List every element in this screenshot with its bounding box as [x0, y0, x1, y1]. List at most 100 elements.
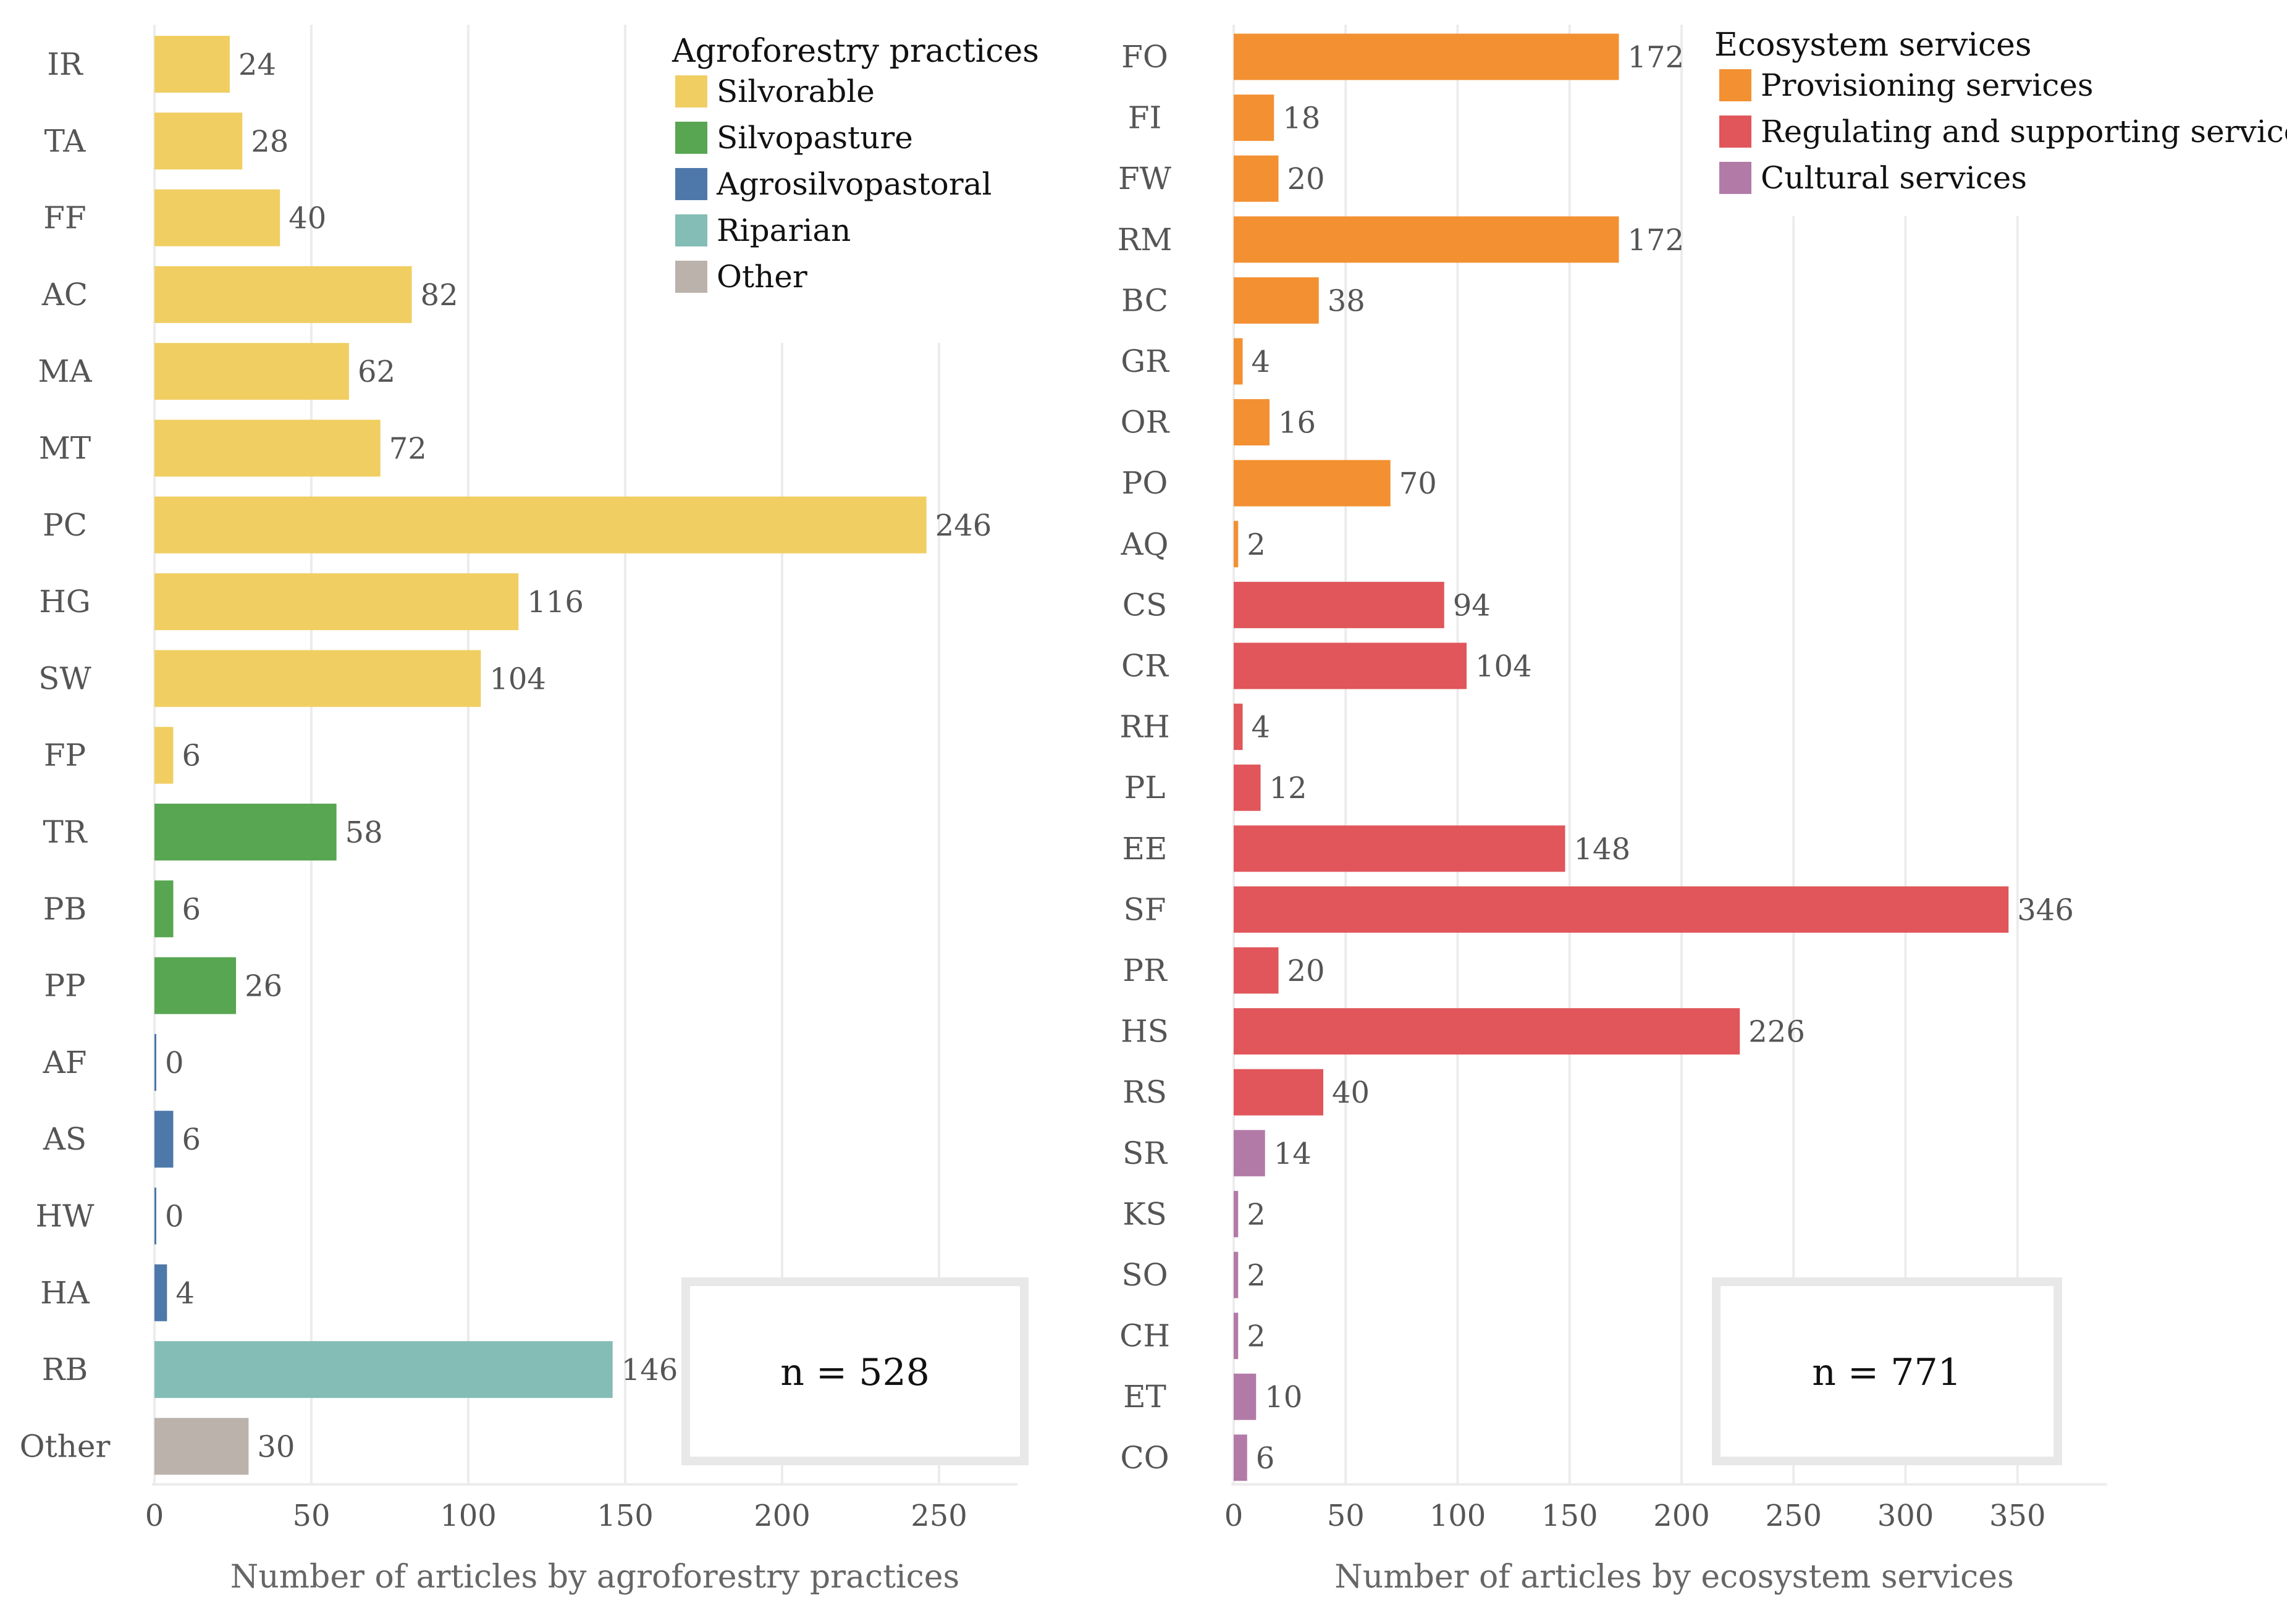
x-tick-label: 150 — [1541, 1499, 1598, 1533]
category-label-pr: PR — [1122, 953, 1168, 988]
agroforestry-chart: IR TA FF AC MA MT PC HG SW FP TR PB PP AF AS HW HA RB Othe… — [20, 25, 1039, 1596]
bar-ff — [154, 189, 280, 246]
category-label-ac: AC — [41, 277, 88, 313]
legend-swatch-riparian — [675, 214, 707, 246]
legend-label-silvopasture: Silvopasture — [717, 120, 913, 156]
bar-ks — [1234, 1190, 1239, 1237]
value-label-as: 6 — [182, 1122, 201, 1157]
bar-po — [1234, 460, 1391, 507]
legend-title: Ecosystem services — [1714, 27, 2032, 64]
category-label-af: AF — [43, 1045, 87, 1080]
legend-label-agrosilvopastoral: Agrosilvopastoral — [716, 166, 992, 202]
bar-as — [154, 1111, 174, 1168]
bar-fi — [1234, 95, 1274, 141]
bar-aq — [1234, 521, 1239, 568]
bar-pl — [1234, 764, 1261, 811]
bar-sw — [154, 650, 481, 707]
category-label-sr: SR — [1122, 1135, 1168, 1171]
bar-hs — [1234, 1008, 1740, 1055]
legend-swatch-agrosilvopastoral — [675, 168, 707, 200]
category-label-as: AS — [43, 1121, 86, 1157]
legend-panel — [660, 25, 1029, 343]
bar-rm — [1234, 216, 1619, 263]
x-tick-labels: 0 50 100 150 200 250 — [145, 1499, 967, 1533]
bar-tr — [154, 804, 337, 860]
x-tick-label: 100 — [440, 1499, 497, 1533]
bar-sr — [1234, 1130, 1265, 1177]
category-label-ee: EE — [1122, 831, 1168, 867]
bar-ch — [1234, 1313, 1239, 1360]
value-label-af: 0 — [165, 1046, 184, 1080]
value-label-other: 30 — [257, 1429, 295, 1464]
category-label-fw: FW — [1118, 161, 1172, 196]
bar-pp — [154, 957, 237, 1014]
value-label-sw: 104 — [489, 662, 546, 696]
bar-hw — [154, 1187, 156, 1245]
legend-label-other: Other — [717, 259, 807, 295]
value-label-pb: 6 — [182, 892, 201, 927]
x-tick-label: 250 — [1765, 1499, 1822, 1533]
bars — [1234, 33, 2009, 1481]
bar-pb — [154, 880, 174, 938]
value-label-ff: 40 — [289, 201, 326, 236]
bars — [154, 36, 927, 1475]
value-label-rh: 4 — [1252, 710, 1271, 745]
legend-label-provisioning-services: Provisioning services — [1761, 67, 2094, 103]
value-label-sf: 346 — [2017, 893, 2074, 927]
legend-panel — [1702, 25, 2280, 216]
legend: Ecosystem services Provisioning services… — [1714, 27, 2287, 196]
category-label-fo: FO — [1121, 39, 1168, 75]
category-label-pb: PB — [43, 891, 86, 927]
value-label-et: 10 — [1265, 1380, 1302, 1415]
legend-label-riparian: Riparian — [717, 212, 851, 248]
x-axis-title: Number of articles by agroforestry pract… — [230, 1559, 960, 1596]
sample-size-frame — [1712, 1277, 2062, 1465]
category-label-co: CO — [1120, 1440, 1169, 1476]
value-label-rm: 172 — [1628, 223, 1685, 258]
category-label-mt: MT — [39, 431, 91, 466]
category-label-hg: HG — [39, 584, 91, 620]
ecosystem-services-chart: FO FI FW RM BC GR OR PO AQ CS CR RH PL EE SF PR HS RS SR KS… — [1118, 25, 2287, 1596]
bar-rb — [154, 1341, 613, 1399]
x-tick-labels: 0 50 100 150 200 250 300 350 — [1224, 1499, 2046, 1533]
category-label-cs: CS — [1122, 587, 1168, 623]
category-label-hw: HW — [36, 1198, 95, 1234]
value-label-cr: 104 — [1475, 649, 1532, 684]
bar-et — [1234, 1373, 1257, 1420]
value-label-pr: 20 — [1287, 954, 1325, 988]
category-label-so: SO — [1121, 1257, 1168, 1293]
bar-other — [154, 1418, 249, 1475]
bar-ac — [154, 266, 412, 323]
category-label-sw: SW — [38, 660, 91, 696]
value-label-rs: 40 — [1332, 1075, 1370, 1110]
legend-swatch-regulating-and-supporting-services — [1719, 116, 1751, 148]
legend: Agroforestry practices Silvorable Silvopa… — [672, 33, 1039, 295]
category-label-ma: MA — [38, 353, 92, 389]
value-label-hg: 116 — [527, 585, 584, 620]
category-labels: IR TA FF AC MA MT PC HG SW FP TR PB PP AF AS HW HA RB Othe… — [20, 46, 111, 1464]
sample-size-box: n = 528 — [681, 1277, 1029, 1465]
x-tick-label: 300 — [1877, 1499, 1934, 1533]
legend-swatch-silvopasture — [675, 122, 707, 154]
bar-cs — [1234, 581, 1444, 628]
bar-fo — [1234, 33, 1619, 80]
legend-label-regulating-and-supporting-services: Regulating and supporting services — [1761, 114, 2287, 149]
bar-pr — [1234, 947, 1279, 994]
category-labels: FO FI FW RM BC GR OR PO AQ CS CR RH PL EE SF PR HS RS SR KS… — [1118, 39, 1173, 1476]
category-label-hs: HS — [1121, 1014, 1169, 1050]
category-label-rm: RM — [1118, 222, 1173, 258]
value-label-gr: 4 — [1252, 345, 1271, 379]
category-label-other: Other — [20, 1428, 111, 1464]
value-label-pp: 26 — [245, 969, 282, 1004]
bar-ha — [154, 1264, 167, 1321]
sample-size-box: n = 771 — [1712, 1277, 2062, 1465]
sample-size-frame — [681, 1277, 1029, 1465]
bar-pc — [154, 496, 927, 553]
bar-ir — [154, 36, 230, 93]
category-label-gr: GR — [1121, 343, 1169, 379]
category-label-tr: TR — [43, 814, 88, 850]
category-label-pl: PL — [1124, 770, 1166, 806]
legend-background — [660, 25, 1029, 343]
value-label-pl: 12 — [1270, 771, 1307, 806]
